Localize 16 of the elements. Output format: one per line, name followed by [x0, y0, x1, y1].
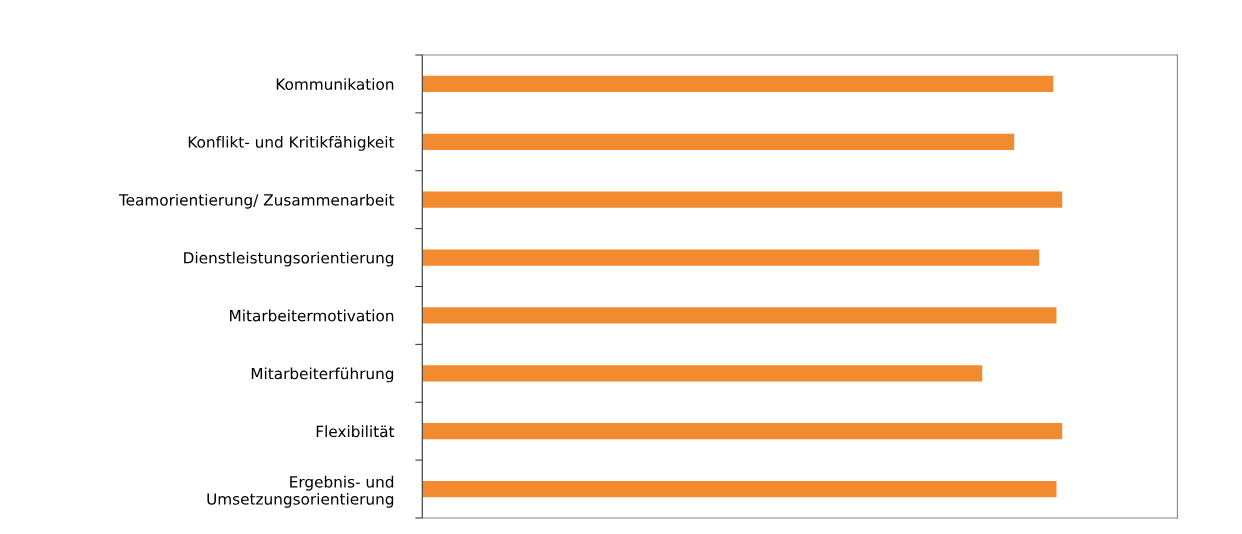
bar — [422, 249, 1040, 266]
bar — [422, 423, 1063, 440]
y-tick-label: Kommunikation — [276, 78, 394, 90]
y-tick-label: Ergebnis- und Umsetzungsorientierung — [207, 475, 394, 508]
y-tick-label: Flexibilität — [316, 425, 395, 438]
y-tick-label: Dienstleistungsorientierung — [184, 251, 394, 267]
bar — [422, 191, 1063, 208]
bar — [422, 75, 1054, 93]
y-tick-label: Mitarbeiterführung — [251, 367, 394, 383]
bar — [422, 133, 1015, 150]
bar — [422, 480, 1057, 498]
y-tick-label: Teamorientierung/ Zusammenarbeit — [118, 193, 395, 209]
y-tick-label: Konflikt- und Kritikfähigkeit — [188, 136, 395, 151]
bar — [422, 365, 983, 382]
bar — [422, 307, 1057, 324]
y-tick-label: Mitarbeitermotivation — [230, 309, 394, 322]
